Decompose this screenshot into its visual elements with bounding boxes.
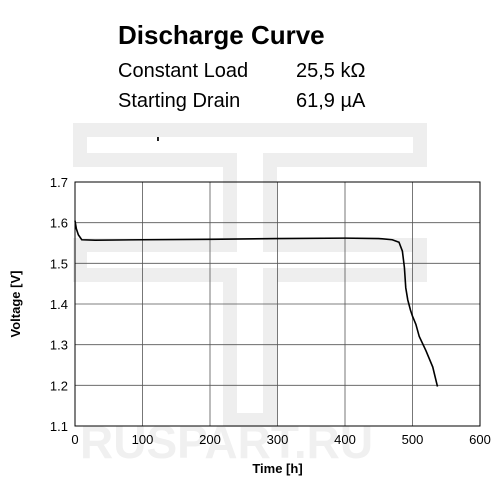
y-tick-label-1: 1.2 (50, 378, 68, 393)
x-axis-title: Time [h] (252, 461, 302, 476)
y-tick-label-2: 1.3 (50, 338, 68, 353)
chart-title: Discharge Curve (118, 20, 325, 50)
x-tick-label-5: 500 (402, 432, 424, 447)
x-tick-label-3: 300 (267, 432, 289, 447)
spec-label-drain: Starting Drain (118, 90, 241, 112)
y-axis-title: Voltage [V] (8, 271, 23, 338)
spec-label-load: Constant Load (118, 60, 249, 82)
watermark-logo: RUSPART.RU (73, 123, 427, 468)
spec-value-load: 25,5 kΩ (296, 60, 366, 82)
x-axis-ticks: 0 100 200 300 400 500 600 (71, 432, 490, 447)
x-tick-label-1: 100 (132, 432, 154, 447)
y-tick-label-0: 1.1 (50, 419, 68, 434)
y-axis-ticks: 1.1 1.2 1.3 1.4 1.5 1.6 1.7 (50, 175, 68, 434)
x-tick-label-0: 0 (71, 432, 78, 447)
plot-frame (74, 181, 481, 427)
y-tick-label-6: 1.7 (50, 175, 68, 190)
y-tick-label-4: 1.5 (50, 256, 68, 271)
y-tick-label-5: 1.6 (50, 216, 68, 231)
series-line-voltage (74, 220, 439, 387)
x-tick-label-2: 200 (199, 432, 221, 447)
grid (74, 181, 481, 427)
x-tick-label-4: 400 (334, 432, 356, 447)
x-tick-label-6: 600 (469, 432, 491, 447)
watermark-text: RUSPART.RU (80, 416, 373, 468)
y-tick-label-3: 1.4 (50, 297, 68, 312)
spec-value-drain: 61,9 µA (296, 90, 366, 112)
